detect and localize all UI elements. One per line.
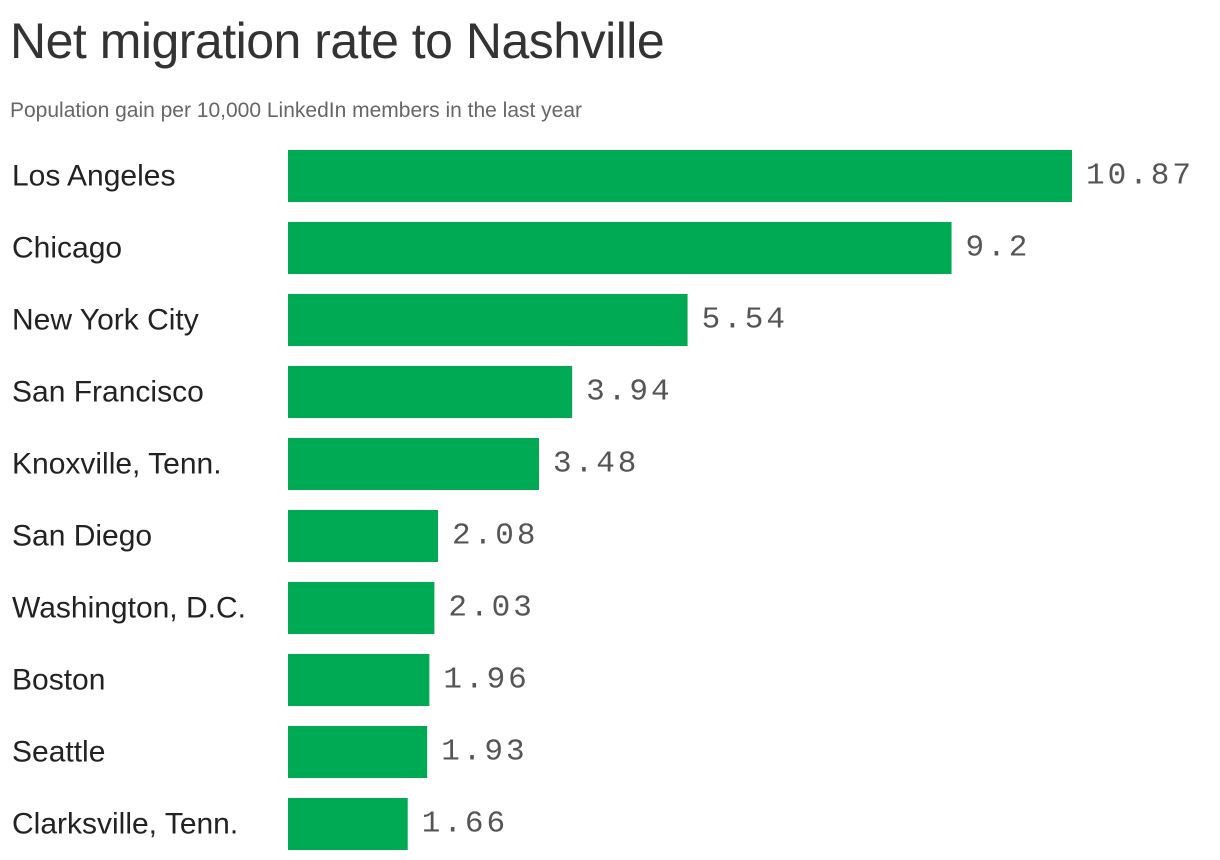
category-label: Boston	[12, 664, 105, 697]
category-label: Knoxville, Tenn.	[12, 448, 222, 481]
bar	[288, 366, 573, 418]
bar	[288, 798, 408, 850]
category-label: Washington, D.C.	[12, 592, 246, 625]
value-label: 1.93	[441, 735, 527, 770]
category-label: Chicago	[12, 232, 122, 265]
bar-row: San Francisco 3.94	[12, 366, 672, 418]
value-label: 5.54	[702, 303, 788, 338]
bar-row: Boston 1.96	[12, 654, 529, 706]
value-label: 1.66	[422, 807, 508, 842]
bar-row: Chicago 9.2	[12, 222, 1031, 274]
value-label: 10.87	[1086, 159, 1194, 194]
category-label: San Francisco	[12, 376, 204, 409]
category-label: New York City	[12, 304, 199, 337]
value-label: 2.03	[448, 591, 534, 626]
bar	[288, 654, 430, 706]
bar	[288, 222, 952, 274]
bar	[288, 726, 428, 778]
chart-title: Net migration rate to Nashville	[10, 13, 665, 69]
bar	[288, 582, 435, 634]
bar	[288, 510, 439, 562]
bar-row: New York City 5.54	[12, 294, 788, 346]
value-label: 2.08	[452, 519, 538, 554]
bar	[288, 150, 1072, 202]
chart-subtitle: Population gain per 10,000 LinkedIn memb…	[10, 99, 583, 122]
bar-row: San Diego 2.08	[12, 510, 538, 562]
bar-row: Clarksville, Tenn. 1.66	[12, 798, 508, 850]
bar	[288, 438, 539, 490]
bar-row: Los Angeles 10.87	[12, 150, 1194, 202]
value-label: 1.96	[443, 663, 529, 698]
category-label: Seattle	[12, 736, 105, 769]
bar	[288, 294, 688, 346]
category-label: Clarksville, Tenn.	[12, 808, 238, 841]
category-label: San Diego	[12, 520, 152, 553]
bar-row: Washington, D.C. 2.03	[12, 582, 534, 634]
value-label: 3.48	[553, 447, 639, 482]
value-label: 9.2	[966, 231, 1031, 266]
value-label: 3.94	[586, 375, 672, 410]
category-label: Los Angeles	[12, 160, 175, 193]
bar-row: Knoxville, Tenn. 3.48	[12, 438, 639, 490]
bar-row: Seattle 1.93	[12, 726, 527, 778]
